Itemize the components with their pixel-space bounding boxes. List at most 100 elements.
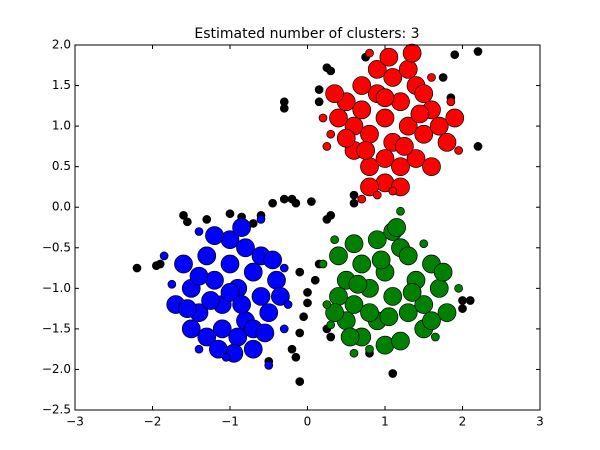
point: [330, 235, 339, 245]
y-tick-label: 0.5: [52, 159, 71, 173]
point: [232, 218, 251, 237]
y-tick-label: −1.0: [42, 281, 71, 295]
y-tick-label: −2.5: [42, 403, 71, 417]
point: [398, 303, 418, 323]
point: [379, 307, 399, 327]
point: [344, 295, 364, 314]
x-tick-label: 2: [459, 415, 467, 429]
point: [398, 116, 418, 136]
point: [329, 287, 348, 306]
point: [365, 48, 374, 58]
y-tick-label: −0.5: [42, 240, 71, 254]
point: [422, 311, 441, 331]
x-tick-label: −3: [66, 415, 84, 429]
point: [352, 76, 372, 95]
point: [178, 299, 197, 318]
point: [326, 332, 336, 342]
point: [326, 320, 336, 330]
point: [212, 319, 232, 339]
point: [209, 339, 228, 359]
point: [220, 283, 240, 302]
point: [388, 186, 398, 196]
point: [349, 190, 359, 200]
point: [336, 128, 356, 148]
point: [410, 104, 430, 124]
point: [360, 303, 379, 323]
point: [450, 50, 460, 60]
point: [155, 259, 165, 269]
point: [197, 327, 217, 347]
point: [279, 194, 289, 204]
point: [202, 215, 212, 224]
point: [427, 73, 436, 82]
point: [367, 59, 387, 79]
point: [437, 132, 457, 152]
point: [287, 344, 297, 354]
point: [372, 190, 382, 200]
point: [360, 177, 379, 197]
point: [291, 198, 301, 208]
point: [326, 210, 336, 220]
point: [181, 319, 201, 339]
point: [132, 263, 142, 273]
point: [398, 246, 418, 266]
point: [183, 217, 192, 227]
point: [379, 47, 399, 67]
point: [179, 210, 188, 220]
y-tick-label: 2.0: [52, 38, 71, 52]
point: [340, 327, 360, 347]
point: [256, 215, 266, 224]
point: [371, 250, 391, 270]
point: [228, 327, 248, 347]
point: [326, 129, 336, 139]
point: [307, 197, 316, 206]
point: [433, 262, 453, 282]
point: [388, 369, 398, 378]
point: [458, 304, 467, 313]
point: [318, 259, 328, 269]
point: [375, 149, 395, 168]
point: [391, 157, 410, 177]
point: [322, 142, 332, 151]
point: [391, 331, 410, 351]
point: [422, 157, 441, 177]
point: [431, 332, 440, 342]
point: [232, 295, 251, 314]
point: [299, 312, 308, 322]
point: [236, 238, 255, 258]
x-tick-label: 0: [304, 415, 312, 429]
y-tick-label: −1.5: [42, 321, 71, 335]
point: [197, 246, 217, 266]
point: [445, 108, 465, 128]
x-tick-label: 1: [381, 415, 389, 429]
point: [194, 344, 204, 354]
point: [375, 108, 395, 128]
point: [446, 97, 456, 107]
point: [295, 328, 305, 338]
point: [349, 348, 359, 358]
point: [295, 267, 305, 277]
x-tick-label: 3: [536, 415, 544, 429]
point: [255, 323, 275, 343]
y-tick-label: 1.0: [52, 119, 71, 133]
point: [326, 66, 336, 76]
point: [402, 283, 422, 302]
point: [267, 270, 286, 290]
point: [356, 141, 375, 160]
point: [194, 227, 204, 236]
point: [205, 226, 224, 245]
point: [406, 149, 426, 168]
point: [396, 206, 405, 216]
point: [398, 59, 418, 79]
point: [205, 270, 224, 290]
point: [349, 198, 359, 208]
point: [365, 344, 374, 354]
point: [414, 124, 434, 144]
point: [291, 352, 301, 362]
point: [189, 266, 209, 286]
point: [310, 275, 320, 285]
point: [383, 287, 403, 306]
point: [243, 262, 263, 282]
